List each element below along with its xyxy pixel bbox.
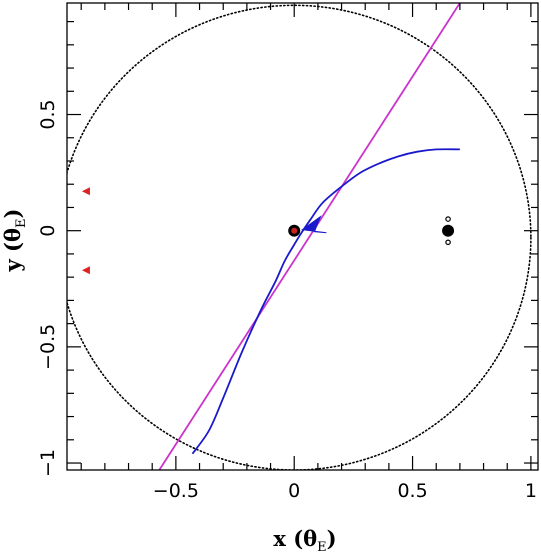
data-layer — [67, 3, 532, 470]
lens-companion-point — [442, 224, 455, 237]
x-axis-label: x (θE) — [273, 526, 336, 555]
x-axis-label-sub: E — [317, 540, 327, 555]
x-tick-label: −0.5 — [153, 480, 199, 502]
y-tick-label: 0 — [37, 225, 59, 237]
einstein-ring — [67, 4, 532, 470]
y-axis-label-main: y (θ — [0, 228, 25, 272]
x-tick-label: 1 — [525, 480, 537, 502]
caustic-marker-1 — [81, 266, 90, 275]
trajectory-arrow-head — [301, 215, 327, 234]
plot-frame — [66, 2, 539, 471]
y-axis-label-close: ) — [0, 209, 25, 219]
y-tick-label: −0.5 — [37, 324, 59, 370]
x-axis-label-close: ) — [327, 526, 337, 551]
straight-trajectory-line — [158, 3, 461, 470]
companion-ring-bottom-point — [445, 239, 451, 246]
tick-layer: −0.5 0 0.5 1 −1 −0.5 0 0.5 — [37, 3, 538, 502]
lens-host-inner-point — [291, 227, 298, 234]
x-tick-label: 0.5 — [397, 480, 427, 502]
caustic-marker-0 — [81, 187, 90, 196]
y-axis-label-sub: E — [14, 218, 29, 228]
companion-ring-top-point — [445, 216, 451, 222]
y-tick-label: 0.5 — [37, 99, 59, 129]
x-tick-label: 0 — [288, 480, 300, 502]
curved-trajectory-line — [191, 148, 460, 455]
x-axis-label-main: x (θ — [273, 526, 317, 551]
y-tick-label: −1 — [37, 449, 59, 477]
y-axis-label: y (θE) — [0, 209, 29, 273]
